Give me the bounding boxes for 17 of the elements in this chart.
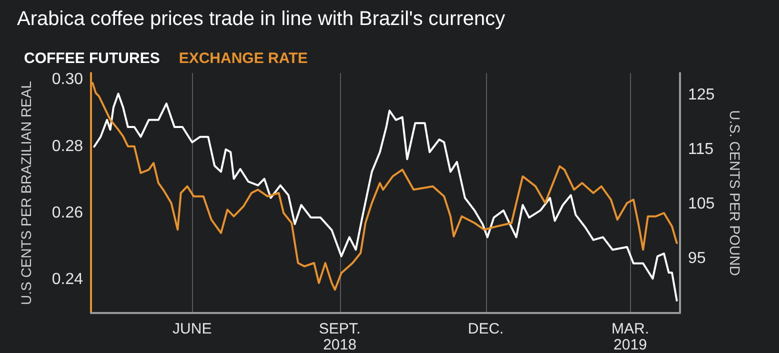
y-axis-title: U.S CENTS PER BRAZILIAN REAL <box>18 80 34 306</box>
y-tick-label: 0.26 <box>52 204 84 222</box>
x-tick-label: MAR. 2019 <box>612 320 649 353</box>
y-tick-label: 0.30 <box>52 71 84 88</box>
y-tick-label: 0.24 <box>52 271 84 288</box>
y-tick-label: 0.28 <box>52 138 84 155</box>
y2-tick-label: 115 <box>688 140 714 158</box>
text: COFFEE FUTURES <box>24 50 160 67</box>
x-tick-label: DEC. <box>468 320 504 338</box>
chart-title: Arabica coffee prices trade in line with Brazil's currency <box>17 8 506 30</box>
y2-tick-label: 125 <box>688 86 715 104</box>
text: EXCHANGE RATE <box>178 50 308 67</box>
y2-tick-label: 95 <box>688 250 706 267</box>
x-tick-label: SEPT. 2018 <box>318 320 361 353</box>
y2-tick-label: 105 <box>688 195 715 212</box>
x-tick-label: JUNE <box>172 320 212 338</box>
y2-axis-title: U.S. CENTS PER POUND <box>727 110 743 276</box>
